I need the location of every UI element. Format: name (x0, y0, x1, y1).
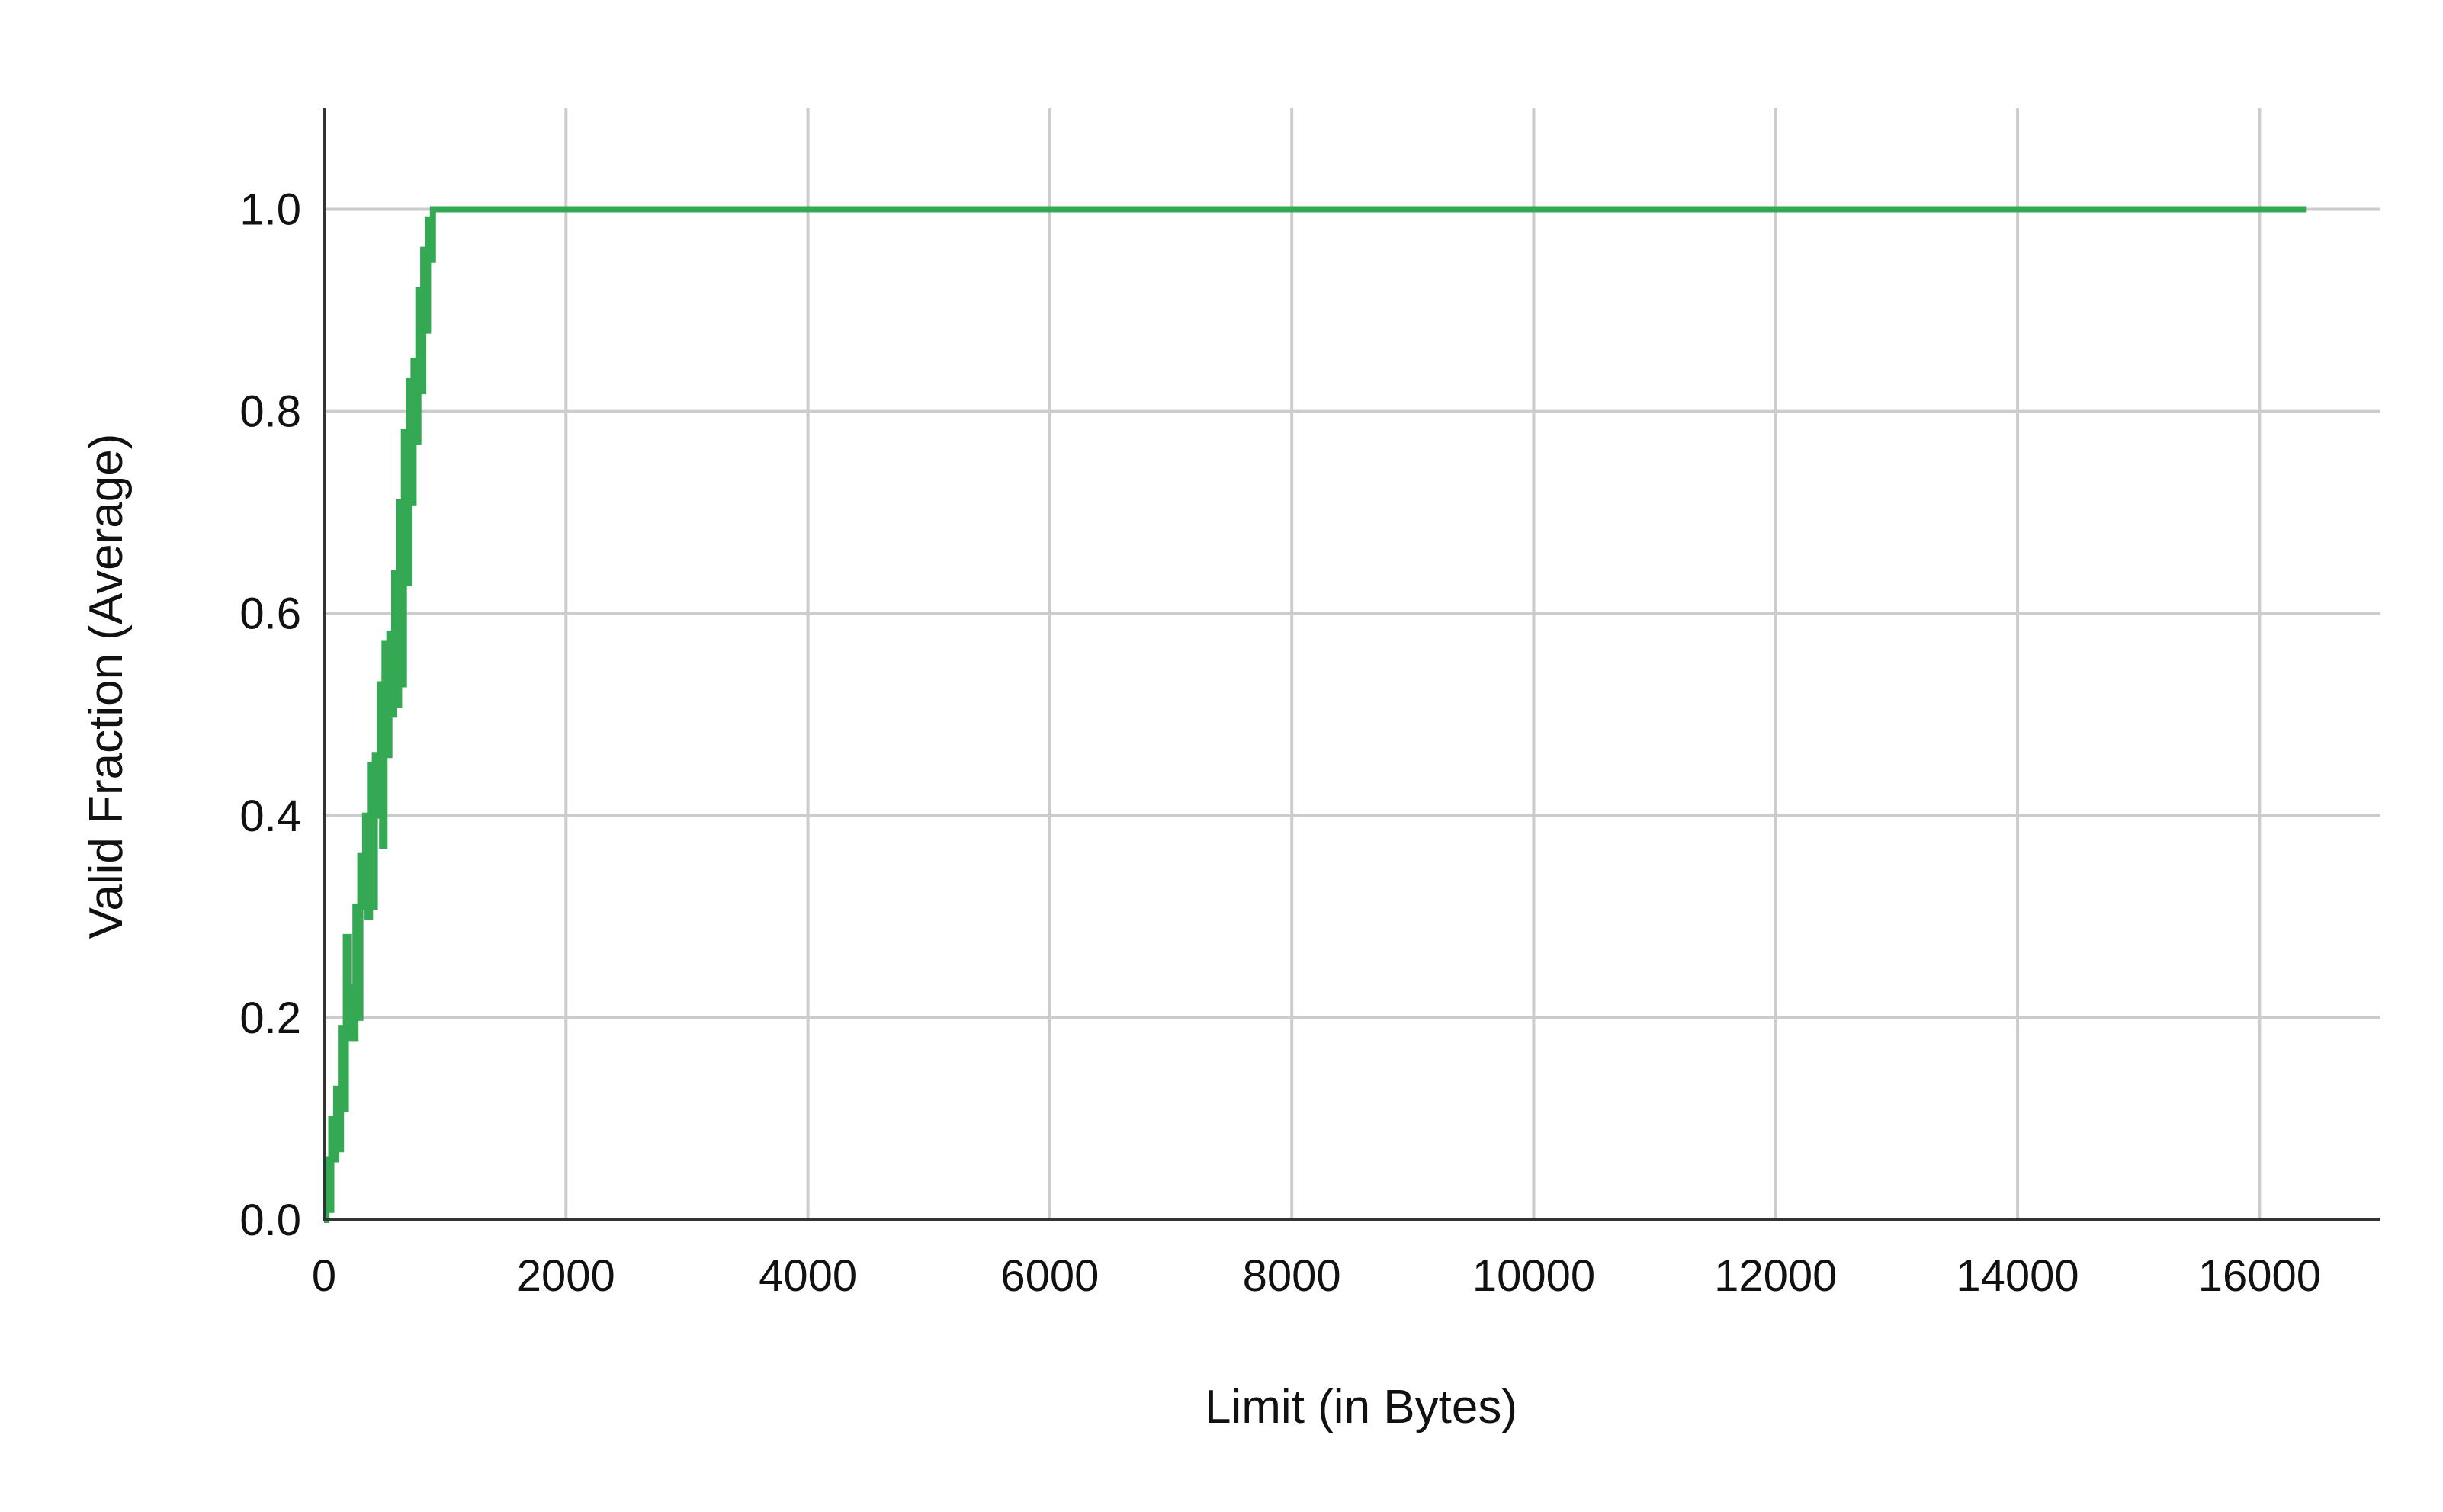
x-axis-title: Limit (in Bytes) (1205, 1381, 1517, 1433)
x-tick-label: 2000 (517, 1251, 615, 1301)
series-line (323, 206, 2307, 1223)
x-tick-label: 8000 (1243, 1251, 1341, 1301)
x-tick-label: 4000 (759, 1251, 857, 1301)
y-tick-label: 1.0 (239, 185, 301, 235)
x-tick-label: 0 (312, 1251, 336, 1301)
y-tick-labels: 0.0 0.2 0.4 0.6 0.8 1.0 (239, 185, 301, 1245)
x-tick-labels: 0 2000 4000 6000 8000 10000 12000 14000 16000 (312, 1251, 2321, 1301)
x-tick-label: 12000 (1714, 1251, 1837, 1301)
grid-lines (324, 108, 2380, 1220)
x-tick-label: 14000 (1956, 1251, 2079, 1301)
y-axis-title: Valid Fraction (Average) (80, 434, 133, 939)
x-tick-label: 6000 (1000, 1251, 1099, 1301)
axes (323, 108, 2380, 1221)
y-tick-label: 0.8 (239, 387, 301, 437)
x-tick-label: 10000 (1472, 1251, 1595, 1301)
y-tick-label: 0.2 (239, 994, 301, 1043)
y-tick-label: 0.6 (239, 589, 301, 639)
series-group (323, 206, 2307, 1223)
y-tick-label: 0.4 (239, 791, 301, 841)
y-tick-label: 0.0 (239, 1196, 301, 1245)
x-tick-label: 16000 (2198, 1251, 2321, 1301)
